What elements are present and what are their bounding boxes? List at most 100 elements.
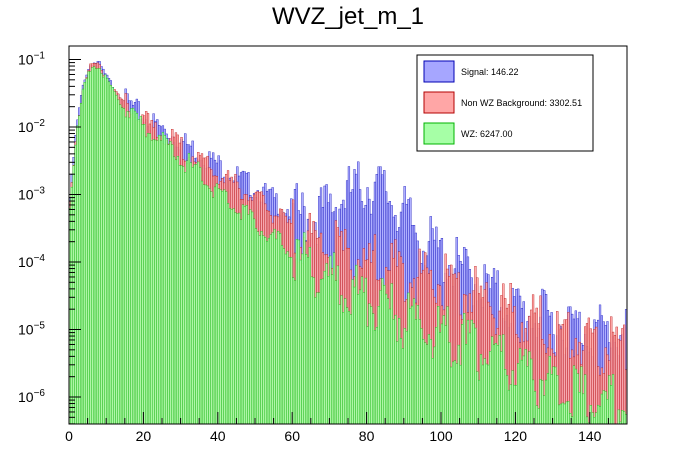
histogram-bar [585, 416, 589, 425]
histogram-bar [106, 77, 109, 425]
histogram-bar [373, 330, 377, 425]
y-tick-label: 10−4 [18, 253, 45, 270]
histogram-bar [498, 335, 501, 425]
histogram-bar [451, 361, 455, 425]
histogram-bar [182, 166, 185, 425]
histogram-bar [455, 363, 458, 425]
histogram-bar [450, 366, 453, 425]
histogram-bar [226, 203, 230, 425]
histogram-bar [171, 144, 174, 425]
histogram-bar [236, 213, 239, 425]
histogram-bar [546, 373, 550, 425]
histogram-bar [461, 324, 464, 425]
histogram-bar [290, 257, 293, 425]
histogram-bar [193, 164, 196, 425]
histogram-bar [379, 290, 382, 425]
histogram-bar [435, 327, 438, 425]
histogram-bar [295, 239, 298, 425]
histogram-bar [314, 297, 317, 425]
x-tick-label: 40 [210, 428, 226, 444]
histogram-bar [321, 278, 324, 425]
histogram-bar [252, 218, 256, 425]
histogram-bar [427, 334, 431, 425]
histogram-bar [422, 339, 425, 425]
histogram-bar [518, 348, 522, 425]
histogram-bar [543, 395, 546, 425]
histogram-bar [511, 370, 514, 425]
histogram-bar [271, 232, 274, 425]
histogram-bar [199, 167, 202, 425]
histogram-bar [552, 366, 555, 425]
histogram-bar [265, 240, 269, 425]
histogram-bar [411, 305, 414, 425]
histogram-bar [597, 404, 600, 425]
histogram-bar [206, 185, 209, 425]
histogram-bar [286, 251, 289, 425]
histogram-bar [172, 156, 176, 425]
histogram-bar [251, 211, 254, 425]
histogram-bar [385, 293, 388, 425]
histogram-bar [81, 88, 85, 425]
histogram-bar [256, 231, 259, 425]
histogram-bar [228, 208, 231, 425]
histogram-bar [223, 189, 226, 425]
histogram-bar [401, 348, 404, 425]
histogram-bar [567, 401, 570, 425]
histogram-bar [420, 328, 423, 425]
histogram-bar [310, 276, 313, 425]
histogram-bar [358, 289, 362, 425]
histogram-bar [104, 74, 107, 425]
histogram-bar [297, 239, 300, 425]
histogram-bar [148, 133, 152, 425]
histogram-bar [425, 344, 429, 425]
histogram-bar [245, 205, 248, 425]
histogram-bar [366, 326, 369, 425]
histogram-bar [301, 253, 304, 425]
histogram-bar [275, 238, 278, 425]
histogram-bar [93, 66, 96, 425]
histogram-bar [146, 133, 150, 425]
histogram-bar [208, 188, 211, 425]
histogram-bar [412, 298, 416, 425]
histogram-bar [133, 110, 137, 425]
histogram-bar [496, 345, 499, 425]
histogram-bar [332, 252, 336, 425]
histogram-bar [269, 234, 272, 425]
histogram-bar [584, 374, 587, 425]
histogram-bar [470, 319, 473, 425]
histogram-bar [158, 134, 161, 425]
histogram-bar [611, 374, 615, 425]
histogram-bar [176, 156, 179, 425]
histogram-bar [403, 328, 406, 425]
histogram-bar [457, 344, 460, 425]
x-tick-label: 100 [429, 428, 453, 444]
histogram-bar [418, 319, 421, 425]
histogram-bar [280, 245, 284, 425]
histogram-bar [137, 119, 140, 425]
histogram-bar [517, 363, 520, 425]
histogram-bar [135, 113, 138, 425]
x-tick-label: 0 [65, 428, 73, 444]
histogram-bar [472, 323, 475, 425]
histogram-bar [368, 303, 371, 425]
histogram-bar [442, 315, 445, 425]
histogram-bar [453, 360, 457, 425]
histogram-bar [349, 314, 352, 425]
histogram-bar [398, 318, 401, 425]
histogram-bar [409, 308, 412, 425]
histogram-bar [102, 76, 105, 425]
histogram-bar [433, 346, 436, 425]
histogram-bar [390, 283, 393, 425]
histogram-bar [345, 307, 349, 425]
y-tick-label: 10−5 [18, 321, 45, 338]
histogram-bar [580, 366, 583, 425]
histogram-bar [372, 313, 375, 425]
histogram-bar [357, 294, 360, 425]
histogram-bar [117, 99, 120, 425]
histogram-bar [344, 298, 347, 425]
histogram-bar [383, 284, 386, 425]
histogram-bar [74, 144, 77, 425]
histogram-bar [195, 164, 198, 425]
histogram-bar [353, 286, 356, 425]
histogram-bar [100, 73, 103, 425]
